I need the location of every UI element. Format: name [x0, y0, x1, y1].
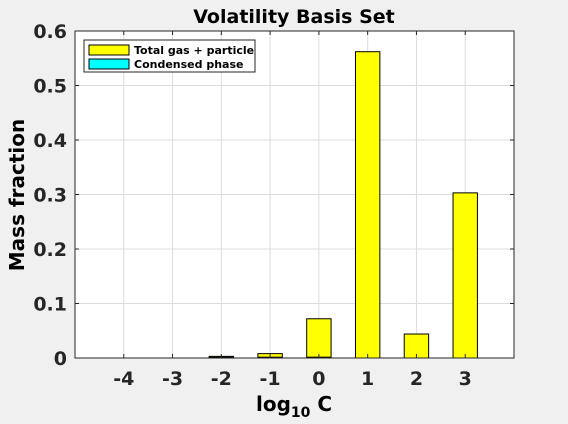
- legend: Total gas + particle Condensed phase: [83, 39, 256, 73]
- bar-total: [306, 318, 332, 359]
- x-axis-label-subscript: 10: [291, 405, 311, 421]
- bar-total: [452, 192, 478, 359]
- y-tick-label: 0.4: [33, 130, 67, 152]
- x-tick-label: 2: [410, 368, 423, 390]
- y-tick-label: 0.5: [33, 76, 67, 98]
- legend-label-total: Total gas + particle: [134, 44, 254, 57]
- x-axis-label-main: log: [256, 392, 291, 416]
- x-tick-label: 0: [312, 368, 325, 390]
- bar-total: [354, 51, 381, 359]
- y-tick-label: 0.1: [33, 294, 67, 316]
- x-axis-label: log10 C: [256, 392, 332, 421]
- y-ticks: 0 0.1 0.2 0.3 0.4 0.5 0.6: [33, 21, 514, 370]
- y-tick-label: 0.2: [33, 239, 67, 261]
- x-tick-label: -3: [162, 368, 183, 390]
- y-axis-label: Mass fraction: [5, 119, 29, 271]
- y-tick-label: 0.3: [33, 185, 67, 207]
- legend-swatch-condensed: [88, 58, 130, 70]
- bars: [208, 51, 478, 359]
- legend-label-condensed: Condensed phase: [134, 58, 243, 71]
- x-tick-label: 3: [459, 368, 472, 390]
- y-tick-label: 0.6: [33, 21, 67, 43]
- x-tick-label: -4: [113, 368, 134, 390]
- x-ticks: -4 -3 -2 -1 0 1 2 3: [113, 31, 472, 390]
- y-tick-label: 0: [54, 348, 67, 370]
- chart-title: Volatility Basis Set: [193, 6, 394, 28]
- x-tick-label: -2: [211, 368, 232, 390]
- legend-swatch-total: [88, 44, 130, 56]
- x-tick-label: -1: [260, 368, 281, 390]
- x-tick-label: 1: [361, 368, 374, 390]
- x-axis-label-tail: C: [310, 392, 332, 416]
